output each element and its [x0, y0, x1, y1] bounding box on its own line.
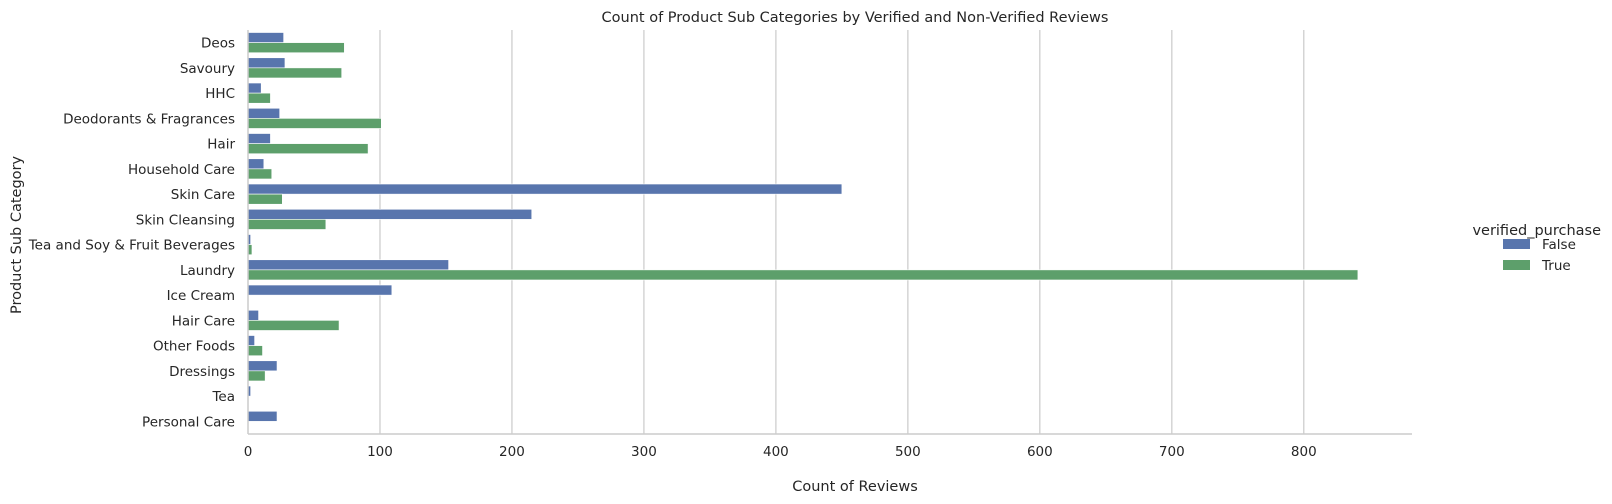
y-tick-label: Hair Care — [172, 313, 235, 329]
bar-false — [247, 133, 271, 144]
y-tick-label: Other Foods — [153, 339, 235, 355]
y-tick-label: Hair — [207, 137, 235, 153]
y-tick-label: Deodorants & Fragrances — [63, 111, 235, 127]
y-tick-label: Personal Care — [142, 414, 235, 430]
bar-false — [247, 410, 278, 422]
y-tick-labels: Deos Savoury HHC Deodorants & Fragrances Hai… — [28, 36, 236, 431]
legend-label-true: True — [1541, 258, 1571, 274]
y-tick-label: Household Care — [128, 162, 235, 178]
bar-false — [247, 57, 286, 69]
legend-swatch-false — [1503, 239, 1530, 249]
bar-false — [247, 208, 533, 220]
bar-true — [247, 345, 263, 357]
x-tick-label: 600 — [1027, 444, 1053, 460]
x-tick-label: 100 — [367, 444, 393, 460]
y-tick-label: Ice Cream — [167, 288, 235, 304]
bar-true — [247, 193, 283, 205]
x-tick-label: 800 — [1291, 444, 1317, 460]
y-tick-label: Laundry — [180, 263, 235, 279]
bar-true — [247, 168, 273, 180]
x-tick-label: 200 — [499, 444, 525, 460]
bars — [247, 32, 1359, 422]
legend-label-false: False — [1542, 237, 1576, 253]
bar-true — [247, 143, 369, 155]
bar-true — [247, 370, 266, 382]
grid-lines — [379, 30, 1305, 434]
y-tick-label: HHC — [205, 86, 235, 102]
x-axis-label: Count of Reviews — [792, 479, 918, 495]
bar-false — [247, 82, 262, 94]
bar-false — [247, 284, 393, 296]
chart-title: Count of Product Sub Categories by Verif… — [602, 10, 1109, 26]
bar-false — [247, 309, 259, 321]
bar-true — [247, 118, 382, 129]
y-tick-label: Deos — [201, 36, 235, 52]
bar-false — [247, 107, 280, 119]
x-tick-label: 400 — [763, 444, 789, 460]
x-tick-label: 700 — [1159, 444, 1185, 460]
bar-true — [247, 42, 345, 54]
x-tick-label: 0 — [244, 444, 253, 460]
bar-true — [247, 320, 340, 331]
axis-spines — [247, 30, 1412, 435]
bar-false — [247, 183, 843, 195]
y-axis-label: Product Sub Category — [9, 156, 25, 315]
x-tick-label: 500 — [895, 444, 921, 460]
y-tick-label: Tea — [211, 389, 235, 405]
y-tick-label: Savoury — [180, 61, 235, 77]
y-tick-label: Skin Care — [171, 187, 235, 203]
y-tick-label: Skin Cleansing — [136, 212, 235, 228]
bar-false — [247, 360, 278, 372]
legend-swatch-true — [1503, 260, 1530, 270]
legend-title: verified_purchase — [1472, 223, 1601, 239]
bar-false — [247, 335, 255, 346]
bar-true — [247, 67, 343, 79]
x-tick-labels: 0 100 200 300 400 500 600 700 800 — [244, 444, 1317, 460]
bar-true — [247, 219, 327, 230]
bar-false — [247, 259, 449, 271]
bar-true — [247, 269, 1359, 281]
y-tick-label: Dressings — [169, 364, 235, 380]
bar-true — [247, 92, 271, 104]
legend: verified_purchase False True — [1472, 223, 1601, 274]
bar-false — [247, 32, 284, 43]
x-tick-label: 300 — [631, 444, 657, 460]
bar-false — [247, 158, 265, 170]
y-tick-label: Tea and Soy & Fruit Beverages — [28, 238, 235, 254]
